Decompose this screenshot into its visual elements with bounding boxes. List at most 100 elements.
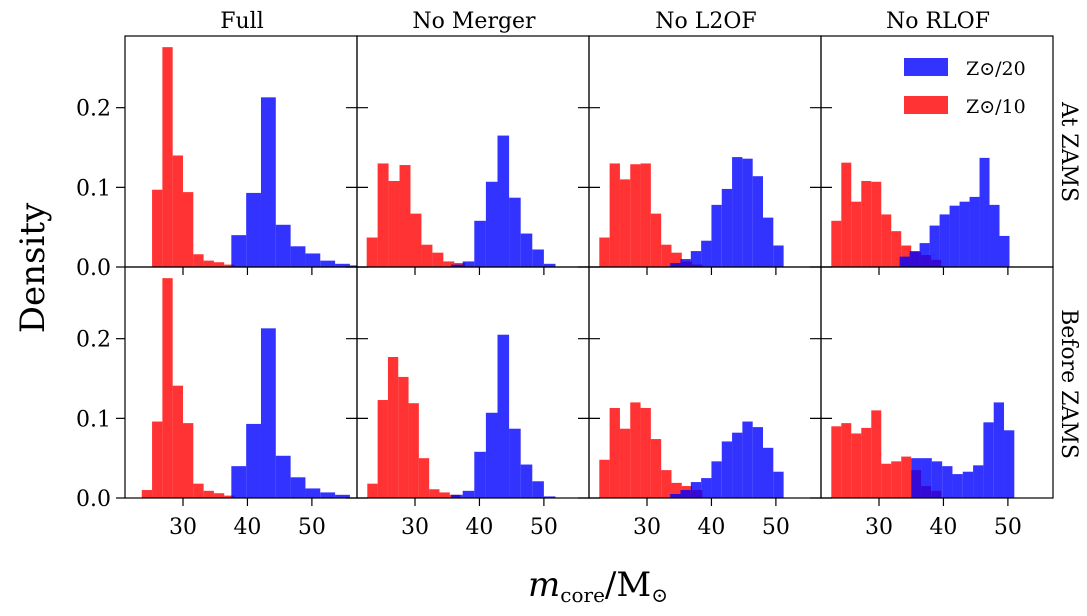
histogram-bar-blue (931, 461, 943, 498)
histogram-bar-blue (670, 494, 681, 498)
legend: Z⊙/20 Z⊙/10 (904, 58, 1026, 118)
panel-before-zams-no-merger (367, 334, 556, 498)
histogram-bar-blue (520, 233, 533, 267)
histogram-bar-blue (711, 204, 722, 267)
histogram-bar-blue (532, 481, 544, 498)
x-tick-label: 50 (298, 515, 326, 540)
histogram-bar-blue (979, 157, 990, 267)
histogram-bar-red (224, 495, 235, 498)
histogram-bar-blue (543, 496, 556, 498)
histogram-bar-blue (711, 461, 722, 498)
histogram-bar-red (193, 483, 204, 498)
column-title-no-l2of: No L2OF (655, 9, 756, 34)
histogram-bar-blue (949, 205, 960, 267)
histogram-bar-blue (335, 263, 350, 267)
y-tick-label: 0.0 (76, 487, 111, 512)
histogram-bar-blue (752, 427, 763, 498)
panel-at-zams-no-l2of (599, 157, 784, 267)
histogram-bar-blue (474, 220, 486, 267)
histogram-bar-red (901, 456, 912, 498)
histogram-bar-blue (732, 157, 743, 267)
histogram-bar-red (410, 213, 422, 267)
histogram-bar-red (443, 261, 455, 267)
x-tick-label: 40 (929, 515, 957, 540)
histogram-bar-blue (969, 196, 980, 267)
histogram-bar-blue (680, 259, 691, 267)
histogram-bar-red (619, 428, 631, 498)
legend-label-red: Z⊙/10 (966, 96, 1026, 118)
histogram-bar-blue (231, 235, 247, 267)
histogram-bar-blue (690, 482, 702, 498)
histogram-bar-red (183, 192, 194, 267)
histogram-bar-blue (320, 492, 336, 498)
histogram-bar-blue (919, 243, 930, 267)
histogram-bar-blue (451, 264, 463, 267)
histogram-bar-blue (721, 441, 733, 498)
x-axis-label-symbol: m (528, 565, 560, 605)
histogram-bar-red (861, 427, 872, 498)
histogram-bar-red (661, 244, 672, 267)
histogram-bar-blue (701, 478, 712, 498)
histogram-bar-red (891, 231, 902, 267)
legend-label-blue: Z⊙/20 (966, 58, 1026, 80)
histogram-bar-red (432, 252, 444, 267)
histogram-bar-red (418, 458, 430, 498)
histogram-bar-blue (497, 334, 510, 498)
histogram-bar-red (172, 155, 183, 267)
histogram-bar-blue (462, 490, 475, 498)
histogram-bar-red (213, 493, 225, 498)
histogram-bar-blue (911, 458, 922, 498)
histogram-bar-blue (474, 451, 486, 498)
x-tick-label: 30 (169, 515, 197, 540)
histogram-bar-red (851, 201, 862, 267)
histogram-bar-blue (543, 263, 556, 267)
histogram-bar-blue (763, 447, 774, 498)
histogram-bar-red (881, 214, 892, 267)
histogram-bar-blue (246, 423, 261, 498)
histogram-bar-blue (962, 471, 974, 498)
histogram-bar-red (388, 180, 400, 267)
histogram-bar-red (881, 463, 892, 498)
histogram-bar-blue (952, 474, 963, 498)
histogram-bar-red (172, 385, 183, 498)
histogram-bar-red (183, 423, 194, 498)
histogram-bar-blue (899, 256, 910, 267)
histogram-bar-red (831, 426, 842, 498)
histogram-bar-red (377, 163, 389, 267)
histogram-bar-blue (320, 260, 336, 267)
histogram-bar-blue (246, 192, 261, 267)
histogram-bar-blue (983, 422, 994, 498)
histogram-bar-blue (275, 224, 291, 267)
histogram-bar-blue (290, 246, 306, 267)
histogram-bar-red (861, 180, 872, 267)
histogram-bar-red (439, 492, 450, 498)
histogram-bar-blue (939, 214, 950, 267)
column-title-full: Full (220, 9, 264, 34)
histogram-bar-blue (993, 402, 1005, 498)
row-title-at-zams: At ZAMS (1056, 101, 1081, 202)
histogram-bar-blue (732, 432, 743, 498)
x-tick-label: 50 (994, 515, 1022, 540)
histogram-bar-blue (773, 471, 784, 498)
histogram-bar-blue (959, 201, 970, 267)
histogram-bar-red (429, 489, 440, 498)
histogram-bar-red (421, 244, 433, 267)
x-tick-label: 50 (762, 515, 790, 540)
panel-before-zams-full (141, 278, 350, 498)
y-axis-label: Density (13, 202, 53, 333)
histogram-bar-red (213, 262, 225, 267)
histogram-bar-blue (773, 245, 784, 267)
histogram-bar-red (831, 220, 842, 267)
histogram-bar-red (141, 490, 153, 498)
histogram-bar-blue (260, 97, 276, 267)
y-tick-label: 0.1 (76, 176, 111, 201)
x-tick-label: 30 (865, 515, 893, 540)
histogram-bar-blue (509, 197, 521, 267)
histogram-bar-blue (485, 181, 498, 267)
x-tick-label: 50 (530, 515, 558, 540)
histogram-bar-blue (290, 477, 306, 498)
histogram-bar-blue (742, 421, 753, 498)
histogram-bar-red (162, 278, 173, 498)
histogram-bar-blue (275, 455, 291, 498)
histogram-bar-blue (742, 158, 753, 267)
